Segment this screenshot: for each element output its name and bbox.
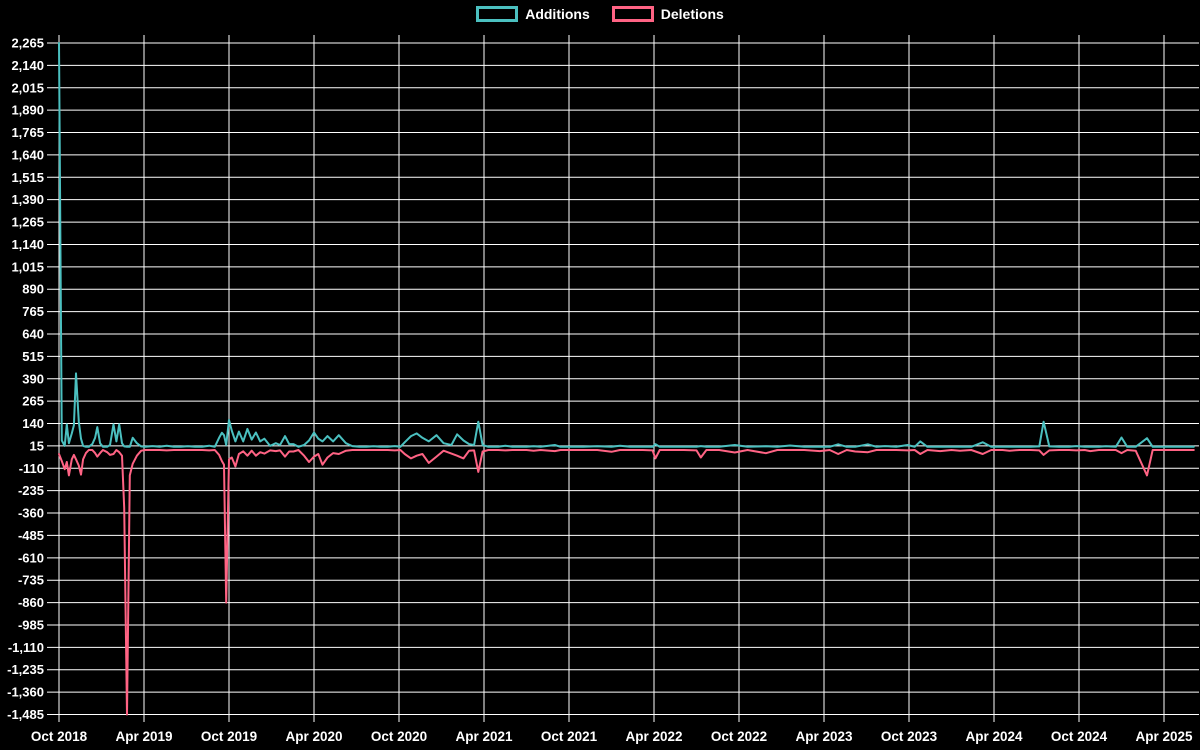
y-tick-label: 390 <box>22 371 44 386</box>
x-tick-label: Oct 2021 <box>541 729 598 744</box>
y-tick-label: 890 <box>22 282 44 297</box>
y-tick-label: 140 <box>22 416 44 431</box>
deletions-legend-label: Deletions <box>660 6 724 22</box>
y-tick-label: 2,140 <box>11 58 44 73</box>
x-tick-label: Oct 2020 <box>371 729 427 744</box>
y-tick-label: 2,015 <box>11 80 44 95</box>
x-tick-label: Oct 2023 <box>881 729 938 744</box>
y-tick-label: 1,640 <box>11 147 44 162</box>
y-tick-label: -735 <box>18 573 44 588</box>
x-tick-label: Apr 2020 <box>285 729 342 744</box>
y-tick-label: -1,360 <box>7 685 44 700</box>
legend-item-additions[interactable]: Additions <box>476 6 590 22</box>
x-tick-label: Apr 2024 <box>965 729 1023 744</box>
x-tick-label: Apr 2025 <box>1135 729 1193 744</box>
y-tick-label: 1,265 <box>11 215 44 230</box>
y-tick-label: -610 <box>18 550 44 565</box>
y-tick-label: 265 <box>22 394 44 409</box>
y-tick-label: 515 <box>22 349 44 364</box>
y-tick-label: -110 <box>19 461 44 476</box>
y-tick-label: 1,765 <box>11 125 44 140</box>
legend-item-deletions[interactable]: Deletions <box>611 6 724 22</box>
x-tick-label: Oct 2022 <box>711 729 767 744</box>
y-tick-label: -485 <box>18 528 44 543</box>
y-tick-label: 1,390 <box>11 192 44 207</box>
y-tick-label: 1,515 <box>11 170 44 185</box>
y-tick-label: -360 <box>18 506 44 521</box>
y-tick-label: 2,265 <box>11 36 44 51</box>
x-tick-label: Apr 2019 <box>115 729 172 744</box>
y-tick-label: 1,140 <box>11 237 44 252</box>
x-tick-label: Oct 2019 <box>201 729 257 744</box>
additions-line <box>58 42 1195 448</box>
y-tick-label: -860 <box>18 595 44 610</box>
y-tick-label: 640 <box>22 326 44 341</box>
x-tick-label: Apr 2022 <box>625 729 682 744</box>
y-tick-label: -1,485 <box>7 707 44 722</box>
x-tick-label: Apr 2021 <box>455 729 513 744</box>
chart-legend: Additions Deletions <box>0 6 1200 22</box>
x-tick-label: Oct 2018 <box>31 729 88 744</box>
y-tick-label: 15 <box>30 438 44 453</box>
deletions-line <box>58 449 1195 716</box>
additions-legend-label: Additions <box>525 6 590 22</box>
y-tick-label: 1,015 <box>11 259 44 274</box>
x-tick-label: Oct 2024 <box>1051 729 1108 744</box>
y-tick-label: -235 <box>18 483 44 498</box>
y-tick-label: -1,110 <box>8 640 44 655</box>
y-tick-label: 765 <box>22 304 44 319</box>
x-tick-label: Apr 2023 <box>795 729 853 744</box>
deletions-swatch-icon <box>611 6 654 22</box>
y-tick-label: 1,890 <box>11 103 44 118</box>
additions-swatch-icon <box>476 6 519 22</box>
y-tick-label: -985 <box>18 617 44 632</box>
y-tick-label: -1,235 <box>7 662 44 677</box>
